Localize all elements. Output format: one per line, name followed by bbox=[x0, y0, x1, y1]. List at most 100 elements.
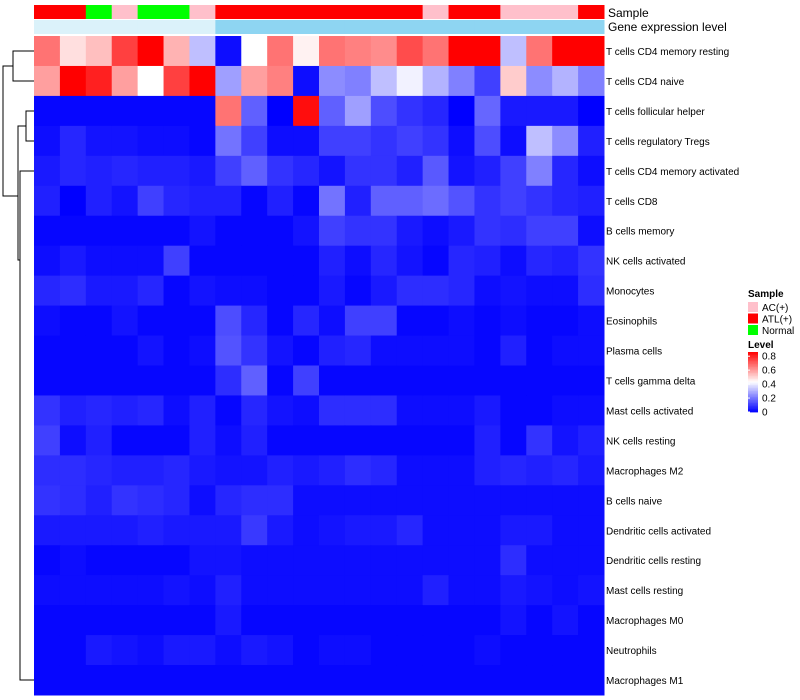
heatmap-cell bbox=[578, 515, 605, 546]
heatmap-cell bbox=[85, 485, 113, 516]
heatmap-cell bbox=[552, 185, 579, 217]
heatmap-cell bbox=[163, 36, 190, 67]
heatmap-cell bbox=[34, 515, 61, 546]
heatmap-cell bbox=[422, 545, 450, 576]
heatmap-cell bbox=[241, 455, 268, 486]
sample-annotation-cell bbox=[500, 5, 527, 19]
level-tick-label: 0.6 bbox=[762, 366, 776, 377]
level-colorbar-segment bbox=[748, 370, 758, 372]
heatmap-cell bbox=[422, 305, 450, 337]
heatmap-cell bbox=[344, 65, 372, 97]
heatmap-cell bbox=[319, 545, 346, 576]
heatmap-cell bbox=[59, 515, 87, 546]
heatmap-cell bbox=[111, 65, 139, 97]
heatmap-cell bbox=[552, 335, 579, 366]
heatmap-cell bbox=[526, 455, 553, 486]
heatmap-cell bbox=[59, 485, 87, 516]
dendrogram-branch bbox=[2, 65, 18, 197]
heatmap-cell bbox=[474, 245, 501, 277]
heatmap-cell bbox=[267, 665, 294, 696]
row-label: NK cells activated bbox=[606, 257, 685, 268]
heatmap-cell bbox=[448, 545, 475, 576]
level-colorbar-segment bbox=[748, 352, 758, 354]
heatmap-cell bbox=[189, 95, 216, 127]
heatmap-cell bbox=[111, 36, 139, 67]
row-label: Macrophages M0 bbox=[606, 616, 684, 627]
heatmap-cell bbox=[137, 36, 165, 67]
heatmap-cell bbox=[396, 455, 424, 486]
heatmap-cell bbox=[34, 95, 61, 127]
sample-legend: Sample AC(+)ATL(+)Normal bbox=[748, 289, 794, 337]
row-label: T cells gamma delta bbox=[606, 376, 696, 387]
heatmap-cell bbox=[448, 185, 475, 217]
sample-annotation-cell bbox=[422, 5, 450, 19]
level-colorbar-segment bbox=[748, 368, 758, 371]
heatmap-cell bbox=[578, 485, 605, 516]
expression-annotation-cell bbox=[111, 20, 139, 34]
heatmap-cell bbox=[448, 36, 475, 67]
heatmap-cell bbox=[111, 515, 139, 546]
row-label: B cells naive bbox=[606, 496, 663, 507]
heatmap-cell bbox=[370, 305, 398, 337]
heatmap-cell bbox=[241, 515, 268, 546]
heatmap-cell bbox=[293, 575, 320, 606]
heatmap-cell bbox=[474, 425, 501, 456]
heatmap-cell bbox=[267, 185, 294, 217]
heatmap-cell bbox=[578, 605, 605, 636]
heatmap-cell bbox=[111, 575, 139, 606]
level-colorbar-segment bbox=[748, 355, 758, 357]
level-colorbar-segment bbox=[748, 380, 758, 383]
heatmap-cell bbox=[85, 605, 113, 636]
heatmap-cell bbox=[319, 305, 346, 337]
heatmap-cell bbox=[163, 425, 190, 456]
heatmap-cell bbox=[293, 605, 320, 636]
heatmap-cell bbox=[241, 665, 268, 696]
heatmap-cell bbox=[474, 545, 501, 576]
sample-annotation-cell bbox=[267, 5, 294, 19]
row-label: Macrophages M1 bbox=[606, 676, 684, 687]
level-colorbar-segment bbox=[748, 379, 758, 381]
heatmap-cell bbox=[85, 185, 113, 217]
level-colorbar-segment bbox=[748, 386, 758, 389]
level-colorbar-segment bbox=[748, 364, 758, 366]
heatmap-cell bbox=[448, 395, 475, 426]
heatmap-cell bbox=[59, 155, 87, 187]
heatmap-cell bbox=[215, 95, 242, 127]
heatmap-cell bbox=[500, 545, 527, 576]
heatmap-cell bbox=[370, 335, 398, 366]
sample-legend-swatch bbox=[748, 313, 758, 324]
heatmap-cell bbox=[163, 635, 190, 666]
heatmap-cell bbox=[526, 395, 553, 426]
heatmap-cell bbox=[396, 605, 424, 636]
heatmap-cell bbox=[500, 125, 527, 157]
dendrogram-branch bbox=[12, 50, 34, 82]
heatmap-cell bbox=[85, 275, 113, 307]
heatmap-cell bbox=[189, 605, 216, 636]
heatmap-cell bbox=[370, 545, 398, 576]
heatmap-cell bbox=[344, 185, 372, 217]
level-colorbar-segment bbox=[748, 376, 758, 378]
heatmap-cell bbox=[59, 95, 87, 127]
expression-annotation-cell bbox=[59, 20, 87, 34]
heatmap-cell bbox=[267, 395, 294, 426]
heatmap-cell bbox=[34, 635, 61, 666]
row-label: NK cells resting bbox=[606, 436, 675, 447]
heatmap-cell bbox=[163, 305, 190, 337]
heatmap-cell bbox=[59, 605, 87, 636]
heatmap-cell bbox=[85, 245, 113, 277]
row-label: T cells CD4 memory activated bbox=[606, 167, 739, 178]
heatmap-cell bbox=[344, 245, 372, 277]
heatmap-cell bbox=[448, 635, 475, 666]
heatmap-cell bbox=[396, 275, 424, 307]
heatmap-cell bbox=[396, 635, 424, 666]
level-tick-label: 0.8 bbox=[762, 352, 776, 363]
heatmap-cell bbox=[59, 245, 87, 277]
heatmap-cell bbox=[215, 545, 242, 576]
heatmap-cell bbox=[319, 185, 346, 217]
heatmap-cell bbox=[448, 485, 475, 516]
heatmap-cell bbox=[526, 125, 553, 157]
heatmap-cell bbox=[578, 365, 605, 396]
heatmap-cells bbox=[34, 36, 605, 696]
sample-annotation-cell bbox=[293, 5, 320, 19]
heatmap-cell bbox=[448, 245, 475, 277]
